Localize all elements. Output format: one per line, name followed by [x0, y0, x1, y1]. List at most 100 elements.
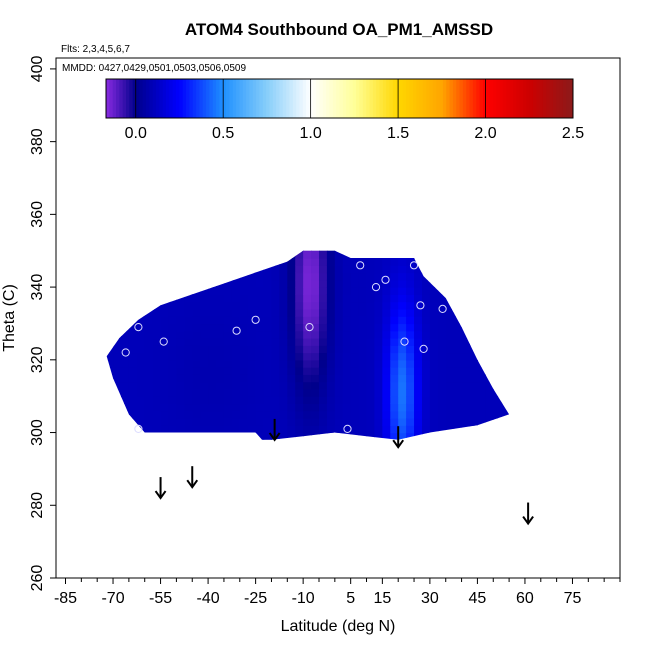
heatmap-cell — [366, 323, 376, 332]
heatmap-cell — [342, 381, 352, 390]
heatmap-cell — [430, 440, 439, 448]
heatmap-cell — [295, 410, 304, 419]
flights-label: Flts: 2,3,4,5,6,7 — [61, 44, 130, 55]
heatmap-cell — [485, 440, 494, 448]
heatmap-cell — [453, 352, 463, 361]
heatmap-cell — [136, 410, 146, 419]
heatmap-cell — [287, 381, 296, 390]
heatmap-cell — [263, 308, 273, 317]
heatmap-cell — [501, 410, 510, 419]
heatmap-cell — [469, 250, 479, 252]
heatmap-cell — [509, 323, 510, 332]
heatmap-cell — [264, 236, 273, 244]
heatmap-cell — [358, 323, 368, 332]
heatmap-cell — [303, 396, 312, 405]
heatmap-cell — [263, 316, 273, 325]
colorbar-segment — [369, 79, 374, 118]
heatmap-cell — [318, 330, 328, 339]
heatmap-cell — [200, 367, 209, 375]
heatmap-cell — [358, 250, 368, 252]
heatmap-cell — [240, 440, 249, 448]
heatmap-cell — [485, 323, 494, 332]
heatmap-cell — [160, 418, 170, 426]
heatmap-cell — [406, 403, 415, 412]
heatmap-cell — [145, 236, 154, 244]
heatmap-cell — [279, 345, 288, 354]
heatmap-cell — [350, 410, 360, 419]
heatmap-cell — [469, 236, 478, 244]
heatmap-cell — [461, 425, 471, 434]
heatmap-cell — [247, 410, 257, 419]
heatmap-cell — [200, 410, 209, 419]
colorbar-segment — [189, 79, 194, 118]
heatmap-cell — [97, 389, 106, 397]
heatmap-cell — [223, 367, 233, 375]
colorbar-segment — [516, 79, 521, 118]
heatmap-cell — [517, 302, 526, 310]
heatmap-cell — [437, 250, 447, 252]
heatmap-cell — [247, 338, 257, 346]
heatmap-cell — [390, 287, 399, 295]
y-tick-label: 300 — [29, 419, 46, 446]
heatmap-cell — [136, 432, 146, 440]
colorbar-segment — [419, 79, 424, 118]
heatmap-cell — [517, 433, 526, 441]
heatmap-cell — [318, 367, 328, 375]
heatmap-cell — [493, 272, 502, 281]
heatmap-cell — [247, 279, 257, 288]
heatmap-cell — [493, 301, 502, 310]
heatmap-cell — [469, 359, 479, 368]
x-tick-label: -10 — [292, 590, 315, 607]
heatmap-cell — [334, 425, 344, 434]
heatmap-cell — [271, 410, 280, 419]
heatmap-cell — [106, 374, 114, 383]
colorbar-segment — [416, 79, 421, 118]
heatmap-cell — [120, 323, 130, 332]
heatmap-cell — [279, 316, 288, 325]
heatmap-cell — [461, 301, 471, 310]
heatmap-cell — [382, 330, 391, 339]
x-tick-label: -70 — [101, 590, 124, 607]
heatmap-cell — [255, 359, 265, 368]
heatmap-cell — [366, 432, 376, 440]
colorbar-segment — [249, 79, 254, 118]
heatmap-cell — [429, 272, 439, 281]
heatmap-cell — [366, 294, 376, 303]
heatmap-cell — [136, 279, 146, 288]
heatmap-cell — [421, 279, 431, 288]
heatmap-cell — [120, 359, 130, 368]
heatmap-cell — [390, 352, 399, 361]
heatmap-cell — [271, 258, 280, 266]
heatmap-cell — [469, 279, 479, 288]
heatmap-cell — [485, 345, 494, 354]
heatmap-cell — [295, 250, 304, 259]
heatmap-cell — [509, 330, 510, 339]
observation-markers — [121, 261, 447, 433]
heatmap-cell — [184, 279, 193, 288]
heatmap-cell — [247, 330, 257, 339]
heatmap-cell — [382, 236, 391, 244]
heatmap-cell — [152, 279, 162, 288]
heatmap-cell — [168, 367, 177, 375]
heatmap-cell — [485, 410, 494, 419]
heatmap-cell — [208, 432, 217, 440]
heatmap-cell — [398, 236, 407, 244]
heatmap-cell — [429, 301, 439, 310]
heatmap-cell — [106, 345, 114, 354]
colorbar-segment — [502, 79, 507, 118]
heatmap-cell — [462, 236, 471, 244]
heatmap-cell — [120, 316, 130, 325]
colorbar-segment — [476, 79, 481, 118]
heatmap-cell — [509, 258, 510, 266]
heatmap-cell — [477, 381, 486, 390]
heatmap-cell — [216, 301, 225, 310]
heatmap-cell — [176, 279, 185, 288]
heatmap-cell — [279, 250, 288, 259]
heatmap-cell — [120, 374, 130, 383]
heatmap-cell — [358, 374, 368, 383]
heatmap-cell — [398, 367, 407, 375]
heatmap-cell — [128, 388, 138, 397]
heatmap-cell — [326, 410, 336, 419]
heatmap-cell — [176, 301, 185, 310]
